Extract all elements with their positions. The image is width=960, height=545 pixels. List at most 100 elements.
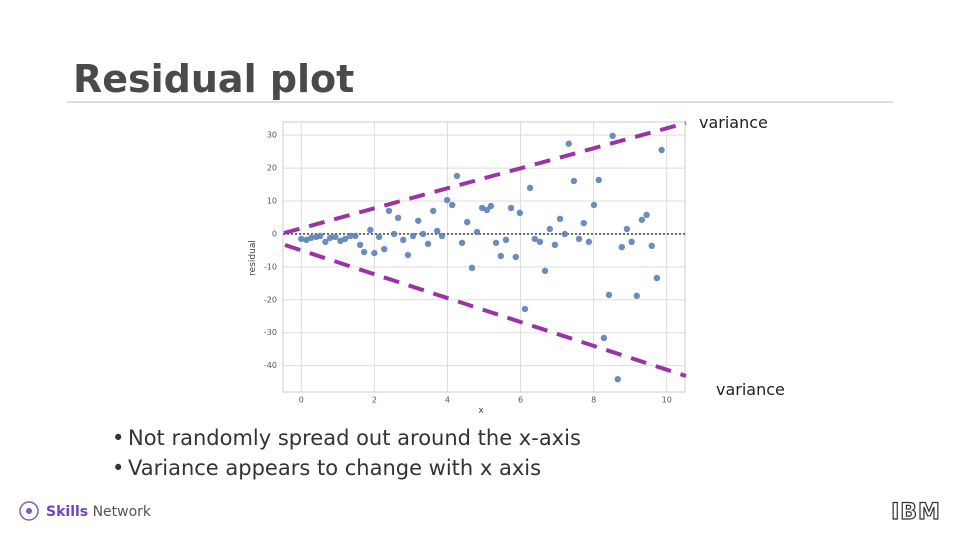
x-tick-label: 0 xyxy=(299,396,304,405)
point xyxy=(546,225,553,233)
point xyxy=(507,204,515,212)
point xyxy=(658,146,665,154)
y-tick-label: -30 xyxy=(264,328,277,337)
point xyxy=(541,267,549,275)
upper-variance-line xyxy=(283,121,687,235)
point xyxy=(385,207,393,215)
point xyxy=(404,251,412,259)
point xyxy=(332,233,339,241)
point xyxy=(360,248,368,256)
y-tick-label: 30 xyxy=(267,131,277,140)
annotation: variance xyxy=(716,380,785,399)
point xyxy=(381,245,388,253)
point xyxy=(570,177,578,185)
bullet-dot: • xyxy=(112,426,124,450)
point xyxy=(643,211,650,219)
logo-icon xyxy=(19,501,39,521)
point xyxy=(556,215,564,223)
x-tick-label: 2 xyxy=(372,396,377,405)
point xyxy=(590,201,598,209)
point xyxy=(551,241,559,249)
point xyxy=(394,214,402,222)
point xyxy=(526,184,534,192)
point xyxy=(623,225,631,233)
y-axis-label: residual xyxy=(248,240,258,276)
point xyxy=(400,236,407,244)
slide-title: Residual plot xyxy=(73,57,354,101)
point xyxy=(614,375,621,383)
point xyxy=(415,217,422,224)
plot-border xyxy=(282,121,686,393)
point xyxy=(575,235,583,243)
point xyxy=(298,235,305,243)
point xyxy=(438,232,446,240)
point xyxy=(409,232,417,240)
lower-variance-line xyxy=(284,243,687,378)
point xyxy=(326,234,334,242)
x-tick-label: 4 xyxy=(445,396,450,405)
y-tick-label: -10 xyxy=(264,262,277,271)
point xyxy=(502,236,510,244)
point xyxy=(609,132,616,140)
point xyxy=(390,230,398,238)
point xyxy=(424,240,432,248)
point xyxy=(618,243,625,251)
point xyxy=(536,238,544,246)
point xyxy=(473,228,481,236)
point xyxy=(595,176,602,184)
point xyxy=(633,292,640,300)
point xyxy=(580,219,587,227)
point xyxy=(600,334,608,342)
point xyxy=(430,207,437,215)
point xyxy=(463,218,471,226)
y-tick-label: -20 xyxy=(264,295,277,304)
plot-area xyxy=(283,122,685,392)
point xyxy=(561,230,568,238)
point xyxy=(443,196,451,204)
point xyxy=(648,242,655,250)
bullet: Variance appears to change with x axis xyxy=(128,456,541,480)
point xyxy=(497,252,505,260)
point xyxy=(347,232,354,240)
point xyxy=(419,230,427,238)
bullet-dot: • xyxy=(112,456,124,480)
y-tick-label: 10 xyxy=(267,197,277,206)
point xyxy=(605,291,613,299)
point xyxy=(453,172,461,180)
point xyxy=(468,264,476,272)
point xyxy=(375,233,383,241)
point xyxy=(307,234,315,242)
point xyxy=(492,239,500,247)
point xyxy=(322,238,329,246)
point xyxy=(352,232,359,240)
point xyxy=(483,206,491,214)
y-tick-label: -40 xyxy=(264,361,277,370)
y-tick-label: 20 xyxy=(267,164,277,173)
point xyxy=(512,253,519,261)
ibm-logo: IBM xyxy=(891,500,941,525)
point xyxy=(341,235,349,243)
point xyxy=(317,232,324,240)
point xyxy=(638,216,646,223)
bullet: Not randomly spread out around the x-axi… xyxy=(128,426,581,450)
point xyxy=(434,227,441,235)
point xyxy=(585,238,593,246)
point xyxy=(367,226,374,234)
x-axis-label: x xyxy=(478,406,484,416)
point xyxy=(487,202,495,210)
annotation: variance xyxy=(699,113,768,132)
logo-icon xyxy=(26,508,32,514)
point xyxy=(628,238,635,246)
point xyxy=(356,241,364,249)
point xyxy=(531,235,538,243)
point xyxy=(449,201,456,209)
x-tick-label: 10 xyxy=(662,396,672,405)
point xyxy=(565,140,572,147)
point xyxy=(653,274,661,282)
x-tick-label: 8 xyxy=(591,396,596,405)
point xyxy=(458,239,466,247)
point xyxy=(516,209,524,217)
x-tick-label: 6 xyxy=(518,396,523,405)
